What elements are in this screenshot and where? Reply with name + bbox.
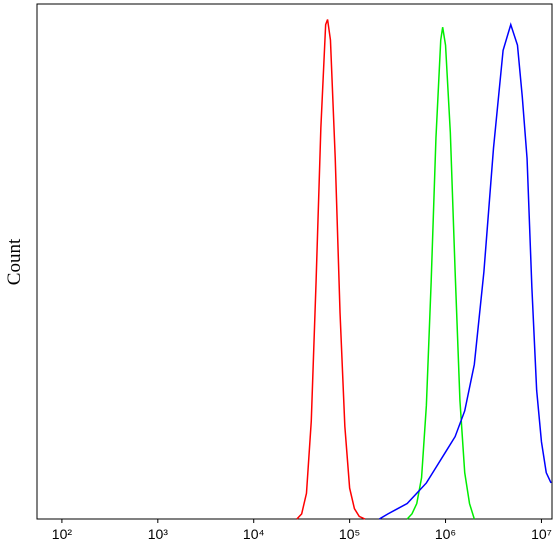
- histogram-line: [378, 22, 552, 520]
- x-tick-label: 10³: [148, 526, 169, 542]
- y-axis-label: Count: [4, 238, 25, 285]
- histogram-line: [406, 27, 476, 520]
- x-tick-label: 10⁶: [435, 526, 456, 542]
- histogram-line: [296, 19, 366, 520]
- plot-frame: [36, 3, 553, 520]
- x-tick-label: 10⁵: [339, 526, 360, 542]
- x-tick-label: 10²: [52, 526, 73, 542]
- x-tick-label: 10⁷: [531, 526, 552, 542]
- x-tick-label: 10⁴: [243, 526, 265, 542]
